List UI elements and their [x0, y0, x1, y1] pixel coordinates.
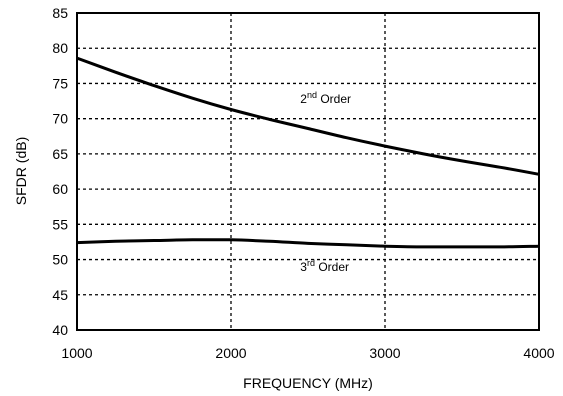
- y-tick-label: 75: [52, 75, 68, 91]
- y-tick-label: 45: [52, 287, 68, 303]
- y-axis-label: SFDR (dB): [13, 137, 29, 205]
- x-tick-label: 4000: [523, 345, 554, 361]
- y-tick-label: 65: [52, 146, 68, 162]
- x-axis-ticks: 1000 2000 3000 4000: [61, 345, 554, 361]
- annotation-2nd-order: 2nd Order: [300, 90, 351, 106]
- series-2nd-order-line: [76, 56, 540, 176]
- x-tick-label: 1000: [61, 345, 92, 361]
- y-tick-label: 60: [52, 181, 68, 197]
- y-axis-ticks: 40 45 50 55 60 65 70 75 80 85: [52, 5, 68, 338]
- x-tick-label: 3000: [369, 345, 400, 361]
- y-tick-label: 40: [52, 322, 68, 338]
- annotations: 2nd Order 3rd Order: [300, 90, 351, 274]
- x-tick-label: 2000: [215, 345, 246, 361]
- y-tick-label: 55: [52, 216, 68, 232]
- x-axis-label: FREQUENCY (MHz): [243, 375, 373, 391]
- annotation-3rd-order: 3rd Order: [300, 258, 349, 274]
- grid: [77, 13, 539, 330]
- y-tick-label: 80: [52, 40, 68, 56]
- y-tick-label: 70: [52, 111, 68, 127]
- y-tick-label: 50: [52, 252, 68, 268]
- series-3rd-order-line: [76, 238, 540, 249]
- y-tick-label: 85: [52, 5, 68, 21]
- series-lines: [76, 56, 540, 249]
- plot-frame: [76, 12, 540, 331]
